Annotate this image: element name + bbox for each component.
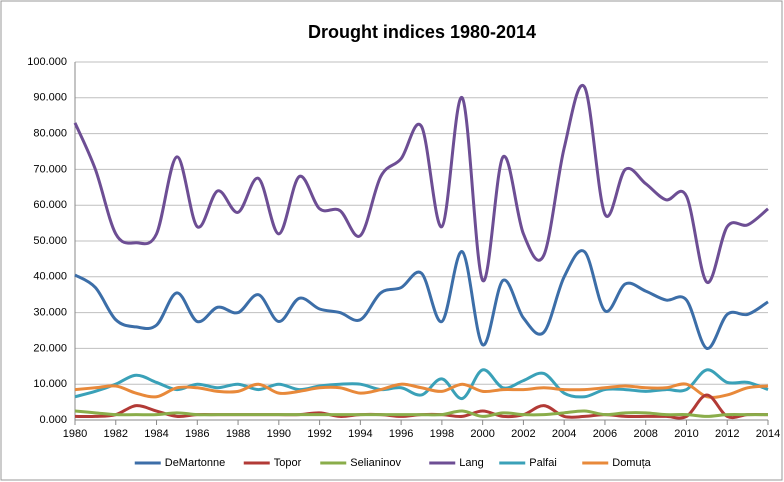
x-tick-label: 1982 [104,428,128,440]
x-tick-label: 1986 [185,428,209,440]
x-tick-label: 1992 [307,428,331,440]
y-tick-label: 100.000 [27,56,67,68]
x-tick-label: 2002 [511,428,535,440]
x-tick-label: 2006 [593,428,617,440]
legend-label: Domuța [612,457,651,469]
x-tick-label: 1990 [267,428,291,440]
y-tick-label: 50.000 [33,235,67,247]
y-tick-label: 60.000 [33,199,67,211]
x-tick-label: 2004 [552,428,576,440]
y-tick-label: 10.000 [33,378,67,390]
x-tick-label: 2012 [715,428,739,440]
legend-label: DeMartonne [165,457,226,469]
line-series [74,409,768,418]
x-tick-label: 2010 [674,428,698,440]
x-tick-label: 1984 [144,428,168,440]
line-series [74,368,769,401]
y-tick-label: 90.000 [33,92,67,104]
y-tick-label: 70.000 [33,163,67,175]
chart-title: Drought indices 1980-2014 [308,22,536,42]
y-tick-label: 40.000 [33,271,67,283]
x-tick-label: 1994 [348,428,372,440]
x-tick-label: 2008 [633,428,657,440]
line-series [74,382,769,399]
legend-label: Topor [274,457,302,469]
y-tick-label: 20.000 [33,342,67,354]
legend-label: Selianinov [350,457,401,469]
line-series [74,249,769,350]
legend-label: Lang [459,457,483,469]
x-tick-label: 1980 [63,428,87,440]
x-tick-label: 1988 [226,428,250,440]
y-tick-label: 80.000 [33,128,67,140]
y-tick-label: 0.000 [39,414,67,426]
legend-label: Palfai [529,457,557,469]
x-tick-label: 2014 [756,428,780,440]
x-tick-label: 1996 [389,428,413,440]
x-tick-label: 2000 [470,428,494,440]
x-tick-label: 1998 [430,428,454,440]
y-tick-label: 30.000 [33,307,67,319]
line-series [73,83,769,284]
